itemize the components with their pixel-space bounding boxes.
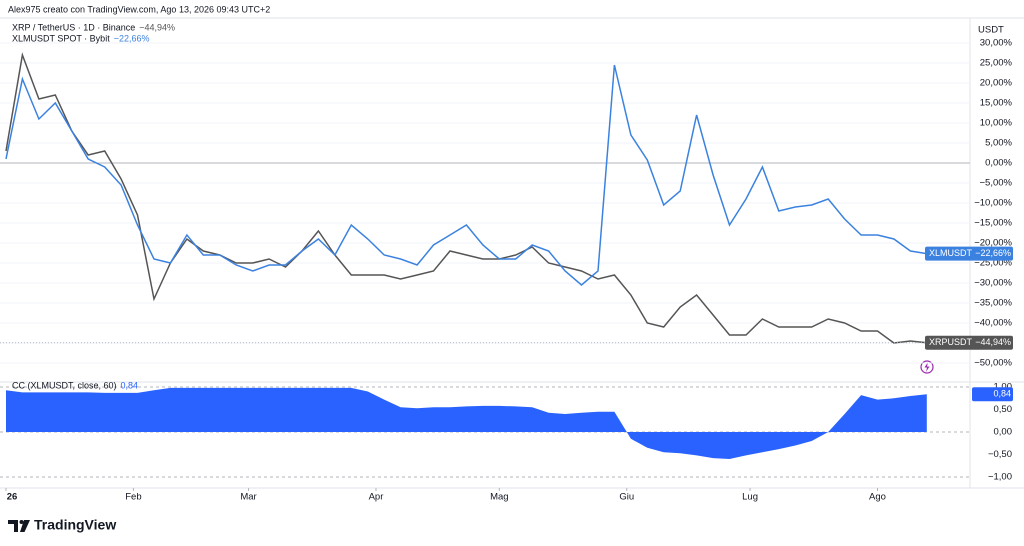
y-axis-label: USDT: [978, 25, 1004, 36]
value-tag: [972, 387, 1013, 402]
indicator-legend-name: CC (XLMUSDT, close, 60): [12, 380, 117, 390]
y-tick-label: 0,00: [994, 427, 1013, 438]
x-tick-label: 26: [7, 492, 18, 503]
x-tick-label: Mag: [490, 492, 508, 503]
legend-change: −44,94%: [139, 22, 175, 32]
x-tick-label: Giu: [619, 492, 634, 503]
price-tag-ticker: XRPUSDT: [929, 337, 973, 347]
y-tick-label: −10,00%: [974, 198, 1012, 209]
y-tick-label: 0,50: [994, 404, 1013, 415]
y-tick-label: 10,00%: [980, 118, 1013, 129]
y-tick-label: −1,00: [988, 472, 1012, 483]
price-tag-value: −22,66%: [975, 248, 1011, 258]
y-tick-label: −20,00%: [974, 238, 1012, 249]
series-line: [5, 64, 927, 286]
x-tick-label: Mar: [240, 492, 256, 503]
legend-name: XLMUSDT SPOT · Bybit: [12, 33, 110, 43]
price-tag-value: −44,94%: [975, 337, 1011, 347]
y-tick-label: 25,00%: [980, 58, 1013, 69]
y-tick-label: −40,00%: [974, 318, 1012, 329]
x-tick-label: Feb: [125, 492, 141, 503]
x-tick-label: Ago: [869, 492, 886, 503]
price-tag: [925, 335, 1013, 350]
y-tick-label: −25,00%: [974, 258, 1012, 269]
y-tick-label: 1,00: [994, 382, 1013, 393]
y-tick-label: 15,00%: [980, 98, 1013, 109]
x-tick-label: Apr: [369, 492, 384, 503]
y-tick-label: 5,00%: [985, 138, 1012, 149]
price-tag: [925, 246, 1013, 261]
alert-icon: [920, 360, 934, 374]
y-tick-label: 30,00%: [980, 38, 1013, 49]
value-tag-text: 0,84: [993, 389, 1011, 399]
y-tick-label: −50,00%: [974, 358, 1012, 369]
tradingview-logo: [8, 520, 30, 532]
brand-name: TradingView: [34, 517, 116, 533]
y-tick-label: 0,00%: [985, 158, 1012, 169]
series-line: [5, 52, 927, 344]
header-credit: Alex975 creato con TradingView.com, Ago …: [8, 4, 270, 14]
y-tick-label: −35,00%: [974, 298, 1012, 309]
x-tick-label: Lug: [742, 492, 758, 503]
legend-name: XRP / TetherUS · 1D · Binance: [12, 22, 135, 32]
y-tick-label: −0,50: [988, 449, 1012, 460]
y-tick-label: −15,00%: [974, 218, 1012, 229]
series-area: [6, 387, 927, 459]
y-tick-label: −30,00%: [974, 278, 1012, 289]
price-tag-ticker: XLMUSDT: [929, 248, 973, 258]
legend-change: −22,66%: [114, 33, 150, 43]
indicator-legend-value: 0,84: [121, 380, 139, 390]
y-tick-label: −5,00%: [980, 178, 1013, 189]
y-tick-label: 20,00%: [980, 78, 1013, 89]
